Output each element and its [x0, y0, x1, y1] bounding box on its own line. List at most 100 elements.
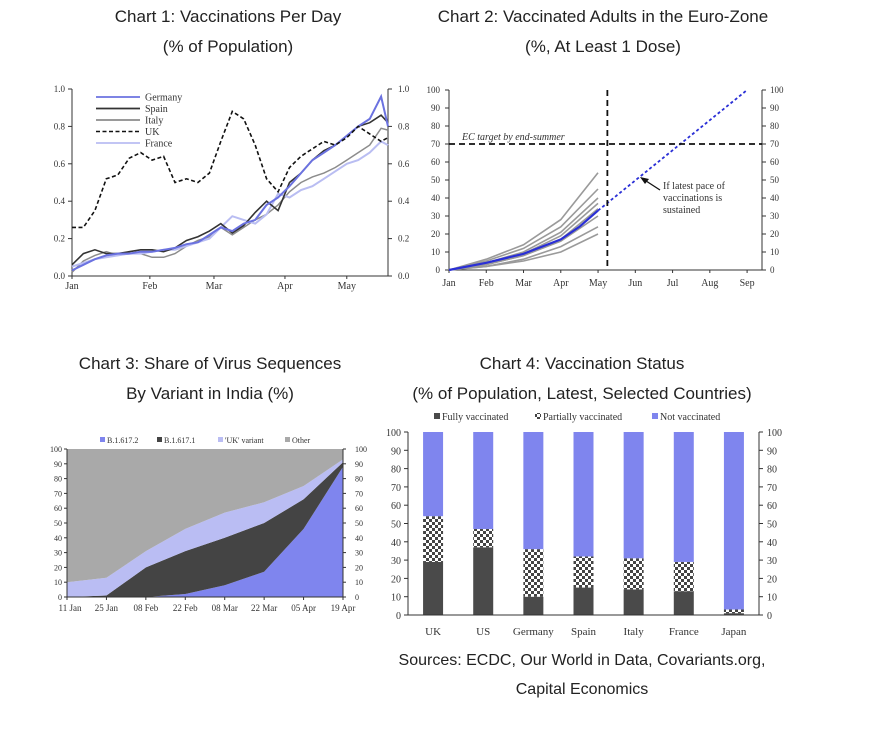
c1-ytick-left: 0.2	[54, 234, 65, 244]
c4-bar-france-partially	[673, 561, 694, 592]
c4-bar-italy-fully	[623, 589, 644, 615]
c4-legend-swatch	[652, 413, 658, 419]
c4-bar-france-not	[673, 432, 694, 562]
c2-euro-zone-line	[448, 209, 599, 272]
c4-bar-uk-fully	[423, 561, 444, 615]
c2-ytick-right: 20	[770, 229, 780, 239]
c3-legend-swatch	[157, 437, 162, 442]
c4-ytick-right: 80	[767, 465, 777, 476]
chart2-title-line2: (%, At Least 1 Dose)	[525, 37, 681, 56]
c2-ytick-left: 60	[431, 157, 441, 167]
c3-ytick-right: 90	[355, 460, 363, 469]
c3-legend-label: B.1.617.2	[107, 436, 138, 445]
c3-area-other	[67, 449, 343, 583]
c4-bar-spain-fully	[573, 587, 594, 615]
c2-xtick: Aug	[701, 278, 718, 289]
c4-ytick-left: 100	[386, 428, 401, 439]
c2-ytick-left: 50	[431, 175, 441, 185]
c4-ytick-right: 20	[767, 574, 777, 585]
c1-ytick-left: 1.0	[54, 84, 66, 94]
c4-ytick-left: 50	[391, 520, 401, 531]
c2-annotation-line: If latest pace of	[663, 181, 726, 192]
c1-xtick: Mar	[206, 281, 223, 292]
c2-ytick-left: 20	[431, 229, 441, 239]
c2-ytick-left: 0	[436, 265, 441, 275]
chart4-title-line2: (% of Population, Latest, Selected Count…	[412, 384, 752, 403]
c2-xtick: Mar	[515, 278, 532, 289]
c4-bar-france-fully	[673, 591, 694, 615]
c4-legend-swatch	[535, 413, 541, 419]
c2-xtick: Jul	[667, 278, 679, 289]
c4-xtick: Japan	[721, 626, 747, 638]
c2-xtick: Sep	[740, 278, 755, 289]
c4-bar-spain-not	[573, 432, 594, 557]
c4-legend-label: Not vaccinated	[660, 412, 720, 423]
c4-xtick: UK	[425, 626, 441, 638]
c2-xtick: Jan	[442, 278, 455, 289]
c3-ytick-left: 100	[50, 445, 62, 454]
c3-ytick-left: 10	[54, 578, 62, 587]
c1-ytick-right: 0.2	[398, 234, 409, 244]
c1-xtick: Feb	[142, 281, 157, 292]
c2-xtick: Jun	[628, 278, 642, 289]
c4-xtick: Spain	[571, 626, 597, 638]
c3-ytick-left: 30	[54, 549, 62, 558]
c4-ytick-right: 90	[767, 446, 777, 457]
c1-ytick-right: 1.0	[398, 84, 410, 94]
c3-area-b-1-617-1	[67, 462, 343, 597]
c4-bar-japan-fully	[723, 613, 744, 615]
c2-country-line	[448, 172, 599, 271]
c2-xtick: Apr	[553, 278, 569, 289]
c1-series-uk	[72, 110, 389, 229]
c4-bar-germany-fully	[523, 596, 544, 615]
c3-legend-swatch	[100, 437, 105, 442]
c4-ytick-right: 30	[767, 556, 777, 567]
c2-ytick-left: 100	[427, 85, 441, 95]
c1-xtick: May	[338, 281, 356, 292]
c3-ytick-left: 40	[54, 534, 62, 543]
c1-legend-label: UK	[145, 127, 160, 138]
c1-xtick: Apr	[277, 281, 293, 292]
c1-legend-label: France	[145, 139, 173, 150]
c1-ytick-left: 0.4	[54, 196, 66, 206]
c3-ytick-left: 60	[54, 504, 62, 513]
c4-ytick-left: 30	[391, 556, 401, 567]
c2-ytick-right: 30	[770, 211, 780, 221]
c4-ytick-left: 10	[391, 593, 401, 604]
c3-ytick-right: 30	[355, 549, 363, 558]
c4-bar-uk-partially	[423, 516, 444, 562]
c4-legend-swatch	[434, 413, 440, 419]
c4-ytick-left: 0	[396, 611, 401, 622]
c1-xtick: Jan	[65, 281, 78, 292]
c3-xtick: 08 Feb	[133, 603, 158, 613]
c2-country-line	[448, 233, 599, 271]
c1-legend-label: Italy	[145, 116, 163, 127]
c2-country-line	[448, 188, 599, 271]
c2-ytick-right: 50	[770, 175, 780, 185]
chart3-title-line2: By Variant in India (%)	[126, 384, 294, 403]
c4-ytick-left: 70	[391, 483, 401, 494]
c2-ytick-right: 100	[770, 85, 784, 95]
c3-ytick-right: 70	[355, 489, 363, 498]
c2-country-line	[448, 215, 599, 271]
c3-xtick: 25 Jan	[95, 603, 119, 613]
c2-ytick-right: 0	[770, 265, 775, 275]
c2-ytick-right: 10	[770, 247, 780, 257]
c1-ytick-right: 0.4	[398, 196, 410, 206]
c3-ytick-left: 20	[54, 563, 62, 572]
c3-area-uk-variant	[67, 459, 343, 597]
c2-ytick-left: 80	[431, 121, 441, 131]
c2-ytick-left: 90	[431, 103, 441, 113]
c4-ytick-left: 80	[391, 465, 401, 476]
c4-bar-japan-partially	[723, 609, 744, 614]
c4-xtick: Germany	[513, 626, 554, 638]
c4-ytick-right: 10	[767, 593, 777, 604]
chart2-title-line1: Chart 2: Vaccinated Adults in the Euro-Z…	[437, 7, 769, 26]
c4-ytick-right: 70	[767, 483, 777, 494]
c2-annotation-line: sustained	[663, 205, 700, 216]
c2-ytick-left: 70	[431, 139, 441, 149]
c1-ytick-left: 0.8	[54, 121, 66, 131]
c4-ytick-right: 0	[767, 611, 772, 622]
